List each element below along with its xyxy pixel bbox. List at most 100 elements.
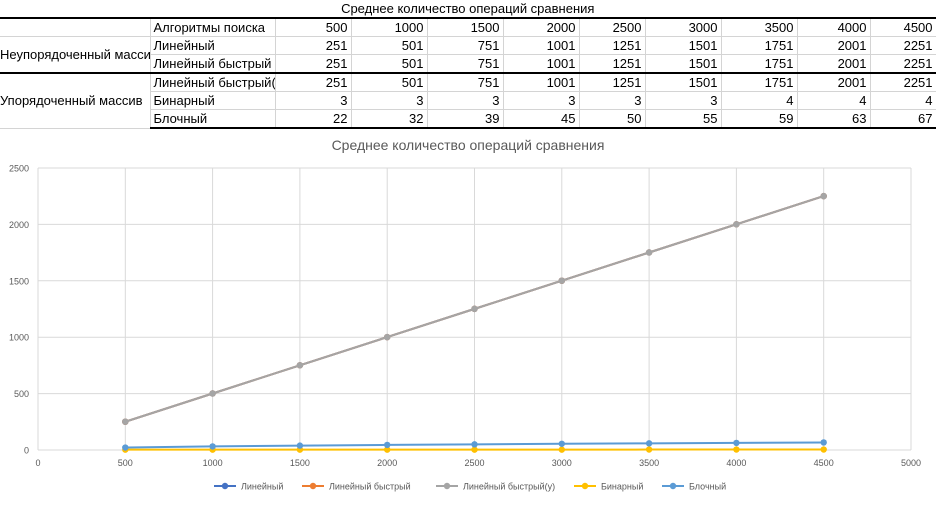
y-tick-label: 500 xyxy=(14,389,29,399)
data-point xyxy=(645,446,653,453)
empty-cell[interactable] xyxy=(0,18,151,37)
y-tick-label: 1000 xyxy=(9,333,29,343)
value-cell[interactable]: 3 xyxy=(503,91,580,110)
data-point xyxy=(384,441,391,449)
value-cell[interactable]: 2251 xyxy=(870,36,936,55)
data-point xyxy=(558,440,565,447)
value-cell[interactable]: 1501 xyxy=(645,72,722,92)
y-tick-label: 2000 xyxy=(9,220,29,230)
legend-marker xyxy=(669,482,677,490)
value-cell[interactable]: 501 xyxy=(351,54,428,74)
value-cell[interactable]: 1001 xyxy=(503,36,580,55)
data-point xyxy=(384,446,391,453)
table-header-row: Алгоритмы поиска 500 1000 1500 2000 2500 3000 3… xyxy=(0,18,936,37)
y-tick-label: 1500 xyxy=(9,276,29,286)
size-header[interactable]: 4500 xyxy=(870,18,936,37)
value-cell[interactable]: 39 xyxy=(427,109,504,129)
table-title[interactable]: Среднее количество операций сравнения xyxy=(0,0,936,19)
algorithm-name[interactable]: Линейный быстрый xyxy=(150,54,276,74)
value-cell[interactable]: 2001 xyxy=(797,36,871,55)
value-cell[interactable]: 1251 xyxy=(579,54,646,74)
value-cell[interactable]: 1751 xyxy=(721,54,798,74)
data-point xyxy=(733,446,740,453)
size-header[interactable]: 1500 xyxy=(427,18,504,37)
data-point xyxy=(296,362,304,369)
group-label[interactable]: Упорядоченный массив xyxy=(0,72,151,129)
algorithm-name[interactable]: Линейный xyxy=(150,36,276,55)
value-cell[interactable]: 1001 xyxy=(503,54,580,74)
data-point xyxy=(209,443,216,450)
value-cell[interactable]: 32 xyxy=(351,109,428,129)
value-cell[interactable]: 251 xyxy=(275,36,352,55)
size-header[interactable]: 1000 xyxy=(351,18,428,37)
value-cell[interactable]: 751 xyxy=(427,72,504,92)
value-cell[interactable]: 751 xyxy=(427,36,504,55)
value-cell[interactable]: 4 xyxy=(721,91,798,110)
value-cell[interactable]: 2251 xyxy=(870,54,936,74)
line-chart: Среднее количество операций сравнения 0 50… xyxy=(9,137,921,492)
value-cell[interactable]: 4 xyxy=(870,91,936,110)
value-cell[interactable]: 67 xyxy=(870,109,936,129)
value-cell[interactable]: 3 xyxy=(579,91,646,110)
value-cell[interactable]: 501 xyxy=(351,72,428,92)
x-tick-label: 2000 xyxy=(377,458,397,468)
x-tick-label: 4000 xyxy=(726,458,746,468)
data-table: Среднее количество операций сравнения Алг… xyxy=(0,0,936,129)
algorithm-name[interactable]: Бинарный xyxy=(150,91,276,110)
data-point xyxy=(645,440,653,447)
size-header[interactable]: 2000 xyxy=(503,18,580,37)
header-label[interactable]: Алгоритмы поиска xyxy=(150,18,276,37)
value-cell[interactable]: 55 xyxy=(645,109,722,129)
size-header[interactable]: 4000 xyxy=(797,18,871,37)
value-cell[interactable]: 251 xyxy=(275,72,352,92)
data-point xyxy=(471,305,478,313)
x-tick-label: 1500 xyxy=(290,458,310,468)
value-cell[interactable]: 2001 xyxy=(797,72,871,92)
value-cell[interactable]: 3 xyxy=(275,91,352,110)
x-tick-label: 0 xyxy=(35,458,40,468)
chart-title: Среднее количество операций сравнения xyxy=(332,137,605,153)
size-header[interactable]: 3000 xyxy=(645,18,722,37)
x-tick-label: 500 xyxy=(118,458,133,468)
value-cell[interactable]: 45 xyxy=(503,109,580,129)
group-label[interactable]: Неупорядоченный массив xyxy=(0,36,151,74)
algorithm-name[interactable]: Линейный быстрый(у) xyxy=(150,72,276,92)
value-cell[interactable]: 251 xyxy=(275,54,352,74)
value-cell[interactable]: 751 xyxy=(427,54,504,74)
data-point xyxy=(820,446,827,453)
value-cell[interactable]: 1501 xyxy=(645,54,722,74)
value-cell[interactable]: 22 xyxy=(275,109,352,129)
value-cell[interactable]: 3 xyxy=(351,91,428,110)
value-cell[interactable]: 50 xyxy=(579,109,646,129)
x-tick-label: 3500 xyxy=(639,458,659,468)
table-row: Блочный 22 32 39 45 50 55 59 63 67 xyxy=(0,109,936,129)
size-header[interactable]: 500 xyxy=(275,18,352,37)
y-tick-label: 2500 xyxy=(9,164,29,174)
value-cell[interactable]: 3 xyxy=(645,91,722,110)
value-cell[interactable]: 63 xyxy=(797,109,871,129)
value-cell[interactable]: 1751 xyxy=(721,36,798,55)
table-row: Упорядоченный массив Линейный быстрый(у) 2… xyxy=(0,72,936,129)
value-cell[interactable]: 1501 xyxy=(645,36,722,55)
y-tick-label: 0 xyxy=(24,446,29,456)
value-cell[interactable]: 1251 xyxy=(579,36,646,55)
data-point xyxy=(733,221,740,228)
data-point xyxy=(384,333,391,341)
size-header[interactable]: 2500 xyxy=(579,18,646,37)
size-header[interactable]: 3500 xyxy=(721,18,798,37)
data-point xyxy=(122,444,129,451)
value-cell[interactable]: 2251 xyxy=(870,72,936,92)
value-cell[interactable]: 3 xyxy=(427,91,504,110)
value-cell[interactable]: 59 xyxy=(721,109,798,129)
value-cell[interactable]: 501 xyxy=(351,36,428,55)
value-cell[interactable]: 4 xyxy=(797,91,871,110)
legend-marker xyxy=(309,482,317,490)
value-cell[interactable]: 2001 xyxy=(797,54,871,74)
value-cell[interactable]: 1751 xyxy=(721,72,798,92)
legend-label: Линейный xyxy=(241,482,283,492)
legend-label: Линейный быстрый xyxy=(329,482,411,492)
value-cell[interactable]: 1251 xyxy=(579,72,646,92)
value-cell[interactable]: 1001 xyxy=(503,72,580,92)
x-tick-label: 1000 xyxy=(203,458,223,468)
algorithm-name[interactable]: Блочный xyxy=(150,109,276,129)
